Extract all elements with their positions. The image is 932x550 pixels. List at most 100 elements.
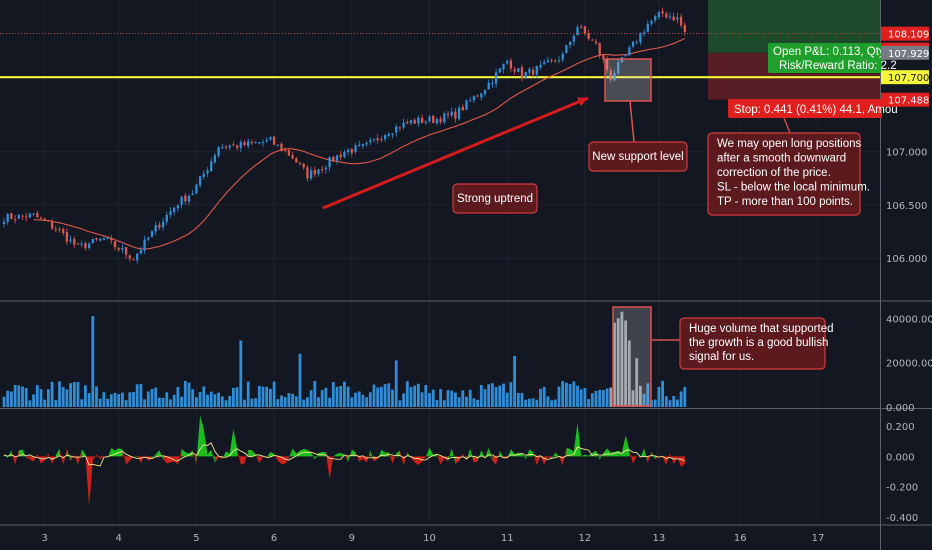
candle xyxy=(631,40,635,49)
oscillator-area xyxy=(237,448,241,465)
volume-bar xyxy=(565,382,568,407)
candle xyxy=(54,225,57,233)
oscillator-area xyxy=(337,452,341,457)
volume-bar xyxy=(335,386,339,407)
price-tick-label: 106.000 xyxy=(886,254,927,265)
candle xyxy=(446,111,450,119)
candle-body xyxy=(402,122,405,128)
candle-body xyxy=(420,118,424,124)
idea-note-box xyxy=(707,132,861,216)
candle xyxy=(594,38,598,46)
candle-body xyxy=(232,144,235,146)
oscillator-area xyxy=(63,448,67,466)
candle xyxy=(169,207,172,219)
volume-bar xyxy=(431,389,435,407)
volume-bar xyxy=(95,386,98,407)
volume-bar xyxy=(317,397,320,407)
candle xyxy=(461,104,464,111)
candle-body xyxy=(47,220,50,222)
oscillator-area xyxy=(133,455,138,457)
oscillator-area xyxy=(507,449,511,459)
candle xyxy=(113,240,117,251)
candle-body xyxy=(169,211,172,216)
candle xyxy=(343,149,346,159)
candle-body xyxy=(32,213,35,215)
candle xyxy=(2,218,6,228)
candle-body xyxy=(50,221,54,229)
idea-note-text: SL - below the local minimum. xyxy=(717,182,870,194)
volume-bar xyxy=(646,383,650,407)
candle xyxy=(565,44,568,54)
candle xyxy=(280,142,283,152)
volume-bar xyxy=(405,381,409,407)
oscillator-area xyxy=(636,455,641,459)
volume-bar xyxy=(72,382,76,407)
volume-bar xyxy=(620,311,624,407)
stop-price-badge: 107.488 xyxy=(888,96,929,107)
oscillator-area xyxy=(640,448,645,459)
volume-bar xyxy=(84,385,87,407)
volume-bar xyxy=(39,389,43,407)
volume-bar xyxy=(454,392,457,407)
candle-body xyxy=(679,16,683,26)
oscillator-area xyxy=(618,450,622,457)
candle xyxy=(572,34,575,46)
entry-price-badge: 107.929 xyxy=(888,49,929,60)
volume-bar xyxy=(124,400,128,407)
candle xyxy=(376,134,379,144)
volume-bar xyxy=(394,360,398,407)
oscillator-area xyxy=(396,450,400,457)
candle xyxy=(365,140,368,147)
candle xyxy=(332,156,335,162)
idea-note-text: We may open long positions xyxy=(717,138,862,150)
volume-bar xyxy=(69,383,72,407)
volume-bar xyxy=(387,383,391,407)
candle xyxy=(80,240,83,248)
oscillator-area xyxy=(470,448,474,463)
oscillator-area xyxy=(473,456,478,463)
volume-bar xyxy=(357,391,361,407)
volume-bar xyxy=(531,398,535,407)
volume-bar xyxy=(254,398,257,407)
candle-body xyxy=(587,33,590,39)
volume-bar xyxy=(169,399,172,407)
volume-bar xyxy=(232,387,235,407)
candle xyxy=(583,26,587,36)
volume-highlight-box xyxy=(612,306,652,407)
candle xyxy=(258,141,261,145)
volume-bar xyxy=(409,387,413,407)
volume-bar xyxy=(683,386,687,407)
volume-bar xyxy=(213,394,217,407)
uptrend-arrow xyxy=(322,96,589,210)
price-tick-label: 106.500 xyxy=(886,201,927,212)
x-tick-label: 5 xyxy=(193,533,199,544)
candle xyxy=(513,66,516,75)
oscillator-area xyxy=(425,447,430,458)
volume-bar xyxy=(420,392,424,407)
candle xyxy=(198,176,202,188)
oscillator-area xyxy=(562,448,567,466)
oscillator-area xyxy=(37,453,41,464)
candle-body xyxy=(17,214,20,219)
candle-body xyxy=(413,119,416,124)
volume-bar xyxy=(631,390,635,407)
candle-body xyxy=(383,135,387,140)
candle-body xyxy=(524,72,527,78)
candle-body xyxy=(102,238,106,240)
candle xyxy=(321,165,324,174)
idea-note-text: TP - more than 100 points. xyxy=(717,196,853,208)
candle xyxy=(679,13,683,28)
oscillator-area xyxy=(259,456,263,464)
volume-bar xyxy=(605,388,609,407)
x-tick-label: 9 xyxy=(349,533,355,544)
oscillator-area xyxy=(673,456,678,465)
volume-note-text: the growth is a good bullish xyxy=(689,337,828,349)
oscillator-area xyxy=(551,452,556,460)
candle xyxy=(395,123,398,137)
candle-body xyxy=(487,82,490,90)
candle xyxy=(609,67,612,83)
candle xyxy=(472,95,476,104)
candle xyxy=(306,164,309,182)
